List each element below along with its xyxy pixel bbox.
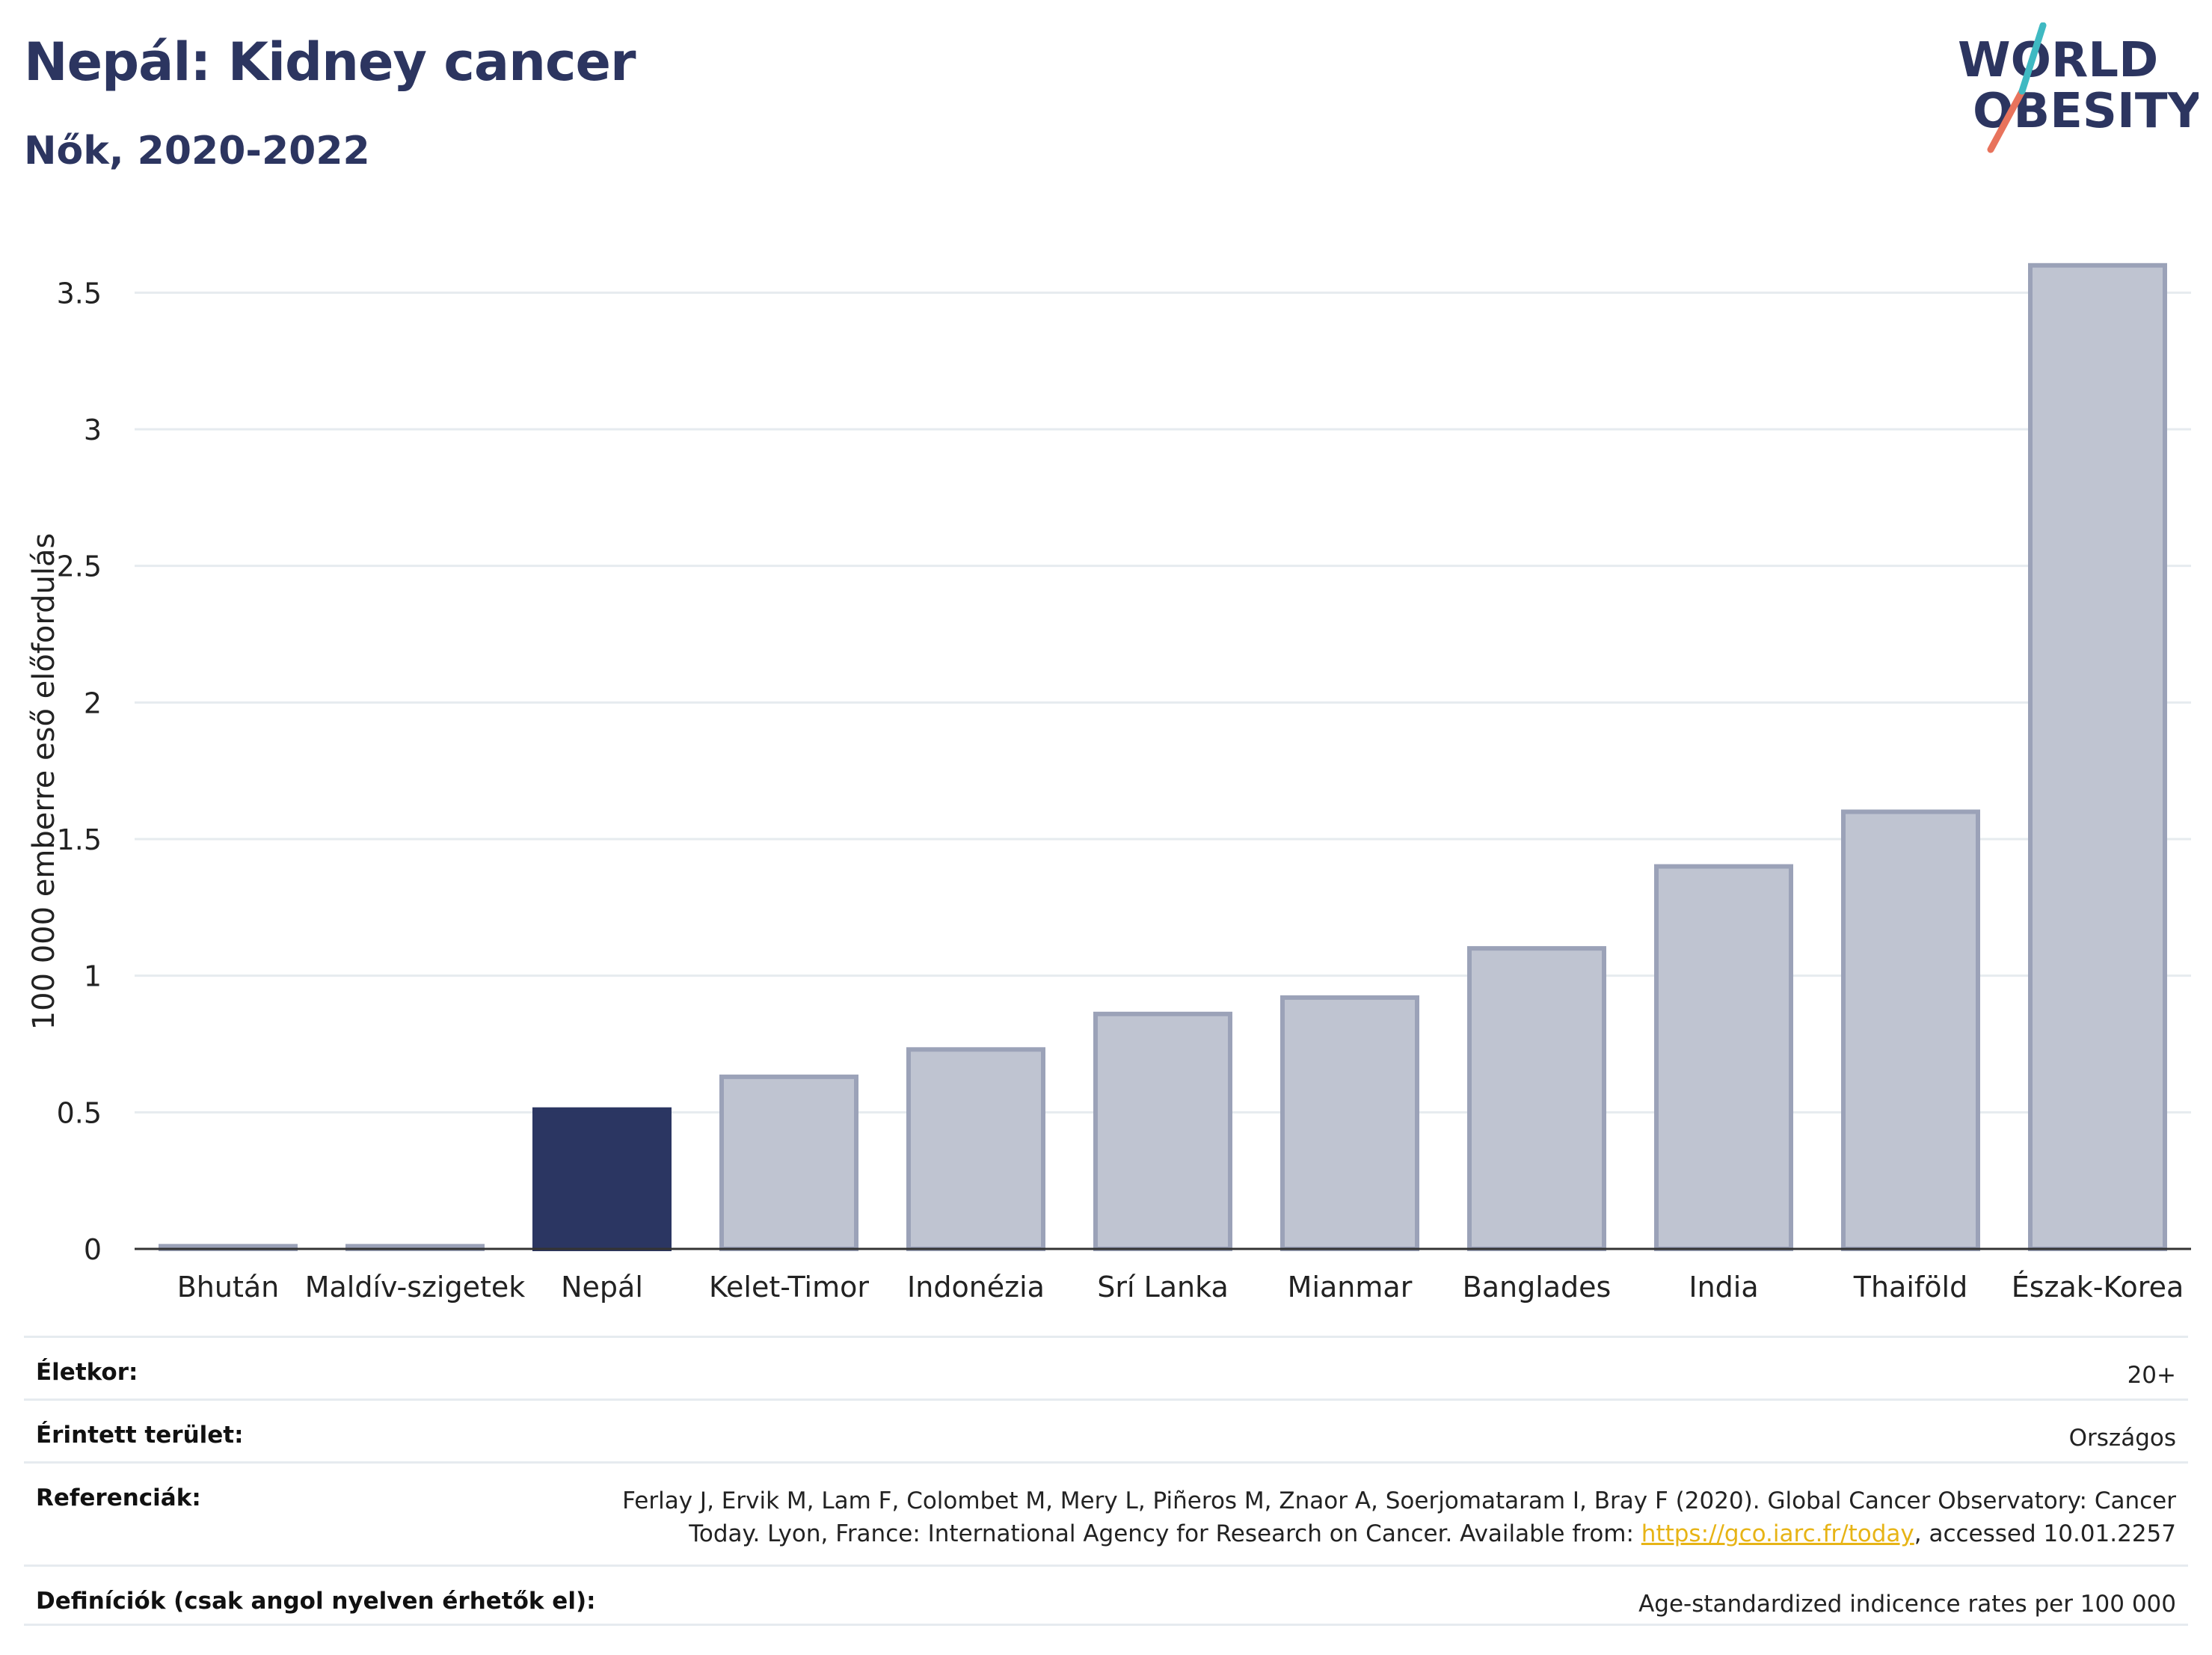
x-tick-label: Srí Lanka xyxy=(1097,1271,1229,1304)
x-tick-label: Észak-Korea xyxy=(2012,1271,2184,1304)
y-tick-label: 3 xyxy=(84,414,102,446)
x-tick-label: Bhután xyxy=(177,1271,280,1304)
y-axis-label: 100 000 emberre eső előfordulás xyxy=(27,533,61,1031)
logo-text-world: WORLD xyxy=(1958,33,2158,88)
bar-thaiföld xyxy=(1841,809,1980,1251)
x-tick-label: Mianmar xyxy=(1288,1271,1413,1304)
meta-row-definitions: Definíciók (csak angol nyelven érhetők e… xyxy=(24,1565,2188,1626)
meta-row-age: Életkor: 20+ xyxy=(24,1336,2188,1398)
bars xyxy=(159,262,2167,1252)
bar-mianmar xyxy=(1280,995,1419,1251)
x-tick-label: Indonézia xyxy=(907,1271,1045,1304)
bar-nepál xyxy=(532,1107,672,1252)
bar-kelet-timor xyxy=(719,1074,858,1251)
x-tick-label: India xyxy=(1689,1271,1758,1304)
definitions-value: Age-standardized indicence rates per 100… xyxy=(1638,1591,2176,1618)
y-tick-labels: 0 0.5 1 1.5 2 2.5 3 3.5 xyxy=(57,277,102,1266)
x-tick-label: Thaiföld xyxy=(1853,1271,1967,1304)
metadata-table: Életkor: 20+ Érintett terület: Országos … xyxy=(24,1336,2188,1626)
y-tick-label: 2 xyxy=(84,687,102,719)
y-tick-label: 1 xyxy=(84,960,102,993)
reference-line-2-end: , accessed 10.01.2257 xyxy=(1914,1520,2176,1547)
bar-észak-korea xyxy=(2028,262,2167,1251)
meta-row-references: Referenciák: Ferlay J, Ervik M, Lam F, C… xyxy=(24,1461,2188,1565)
bar-chart: 0 0.5 1 1.5 2 2.5 3 3.5 Bhután Maldív-szigetek Ne… xyxy=(27,262,2191,1304)
x-tick-label: Banglades xyxy=(1463,1271,1612,1304)
chart-title: Nepál: Kidney cancer xyxy=(24,31,636,93)
y-tick-label: 2.5 xyxy=(57,550,102,583)
reference-link[interactable]: https://gco.iarc.fr/today xyxy=(1641,1520,1914,1547)
definitions-label: Definíciók (csak angol nyelven érhetők e… xyxy=(36,1588,596,1615)
y-tick-label: 0.5 xyxy=(57,1096,102,1129)
area-label: Érintett terület: xyxy=(36,1422,244,1449)
world-obesity-logo: WORLD OBESITY xyxy=(1958,22,2199,153)
reference-line-2-start: Today. Lyon, France: International Agenc… xyxy=(689,1520,1641,1547)
reference-line-2: Today. Lyon, France: International Agenc… xyxy=(622,1517,2176,1550)
meta-row-area: Érintett terület: Országos xyxy=(24,1398,2188,1461)
x-tick-label: Kelet-Timor xyxy=(709,1271,869,1304)
references-value: Ferlay J, Ervik M, Lam F, Colombet M, Me… xyxy=(622,1484,2176,1550)
x-tick-label: Maldív-szigetek xyxy=(305,1271,526,1304)
references-label: Referenciák: xyxy=(36,1484,201,1511)
logo-slash-teal xyxy=(2018,22,2047,95)
y-tick-label: 3.5 xyxy=(57,277,102,310)
age-value: 20+ xyxy=(2127,1362,2176,1389)
bar-srí-lanka xyxy=(1093,1011,1232,1252)
chart-subtitle: Nők, 2020-2022 xyxy=(24,129,370,174)
age-label: Életkor: xyxy=(36,1359,138,1386)
logo-slash-coral xyxy=(1987,87,2026,153)
y-tick-label: 1.5 xyxy=(57,823,102,856)
x-tick-labels: Bhután Maldív-szigetek Nepál Kelet-Timor Ind… xyxy=(177,1271,2184,1304)
area-value: Országos xyxy=(2068,1425,2176,1452)
x-tick-label: Nepál xyxy=(561,1271,643,1304)
bar-banglades xyxy=(1467,946,1606,1251)
bar-indonézia xyxy=(906,1047,1045,1251)
reference-line-1: Ferlay J, Ervik M, Lam F, Colombet M, Me… xyxy=(622,1487,2176,1514)
bar-india xyxy=(1654,864,1793,1251)
y-tick-label: 0 xyxy=(84,1233,102,1266)
